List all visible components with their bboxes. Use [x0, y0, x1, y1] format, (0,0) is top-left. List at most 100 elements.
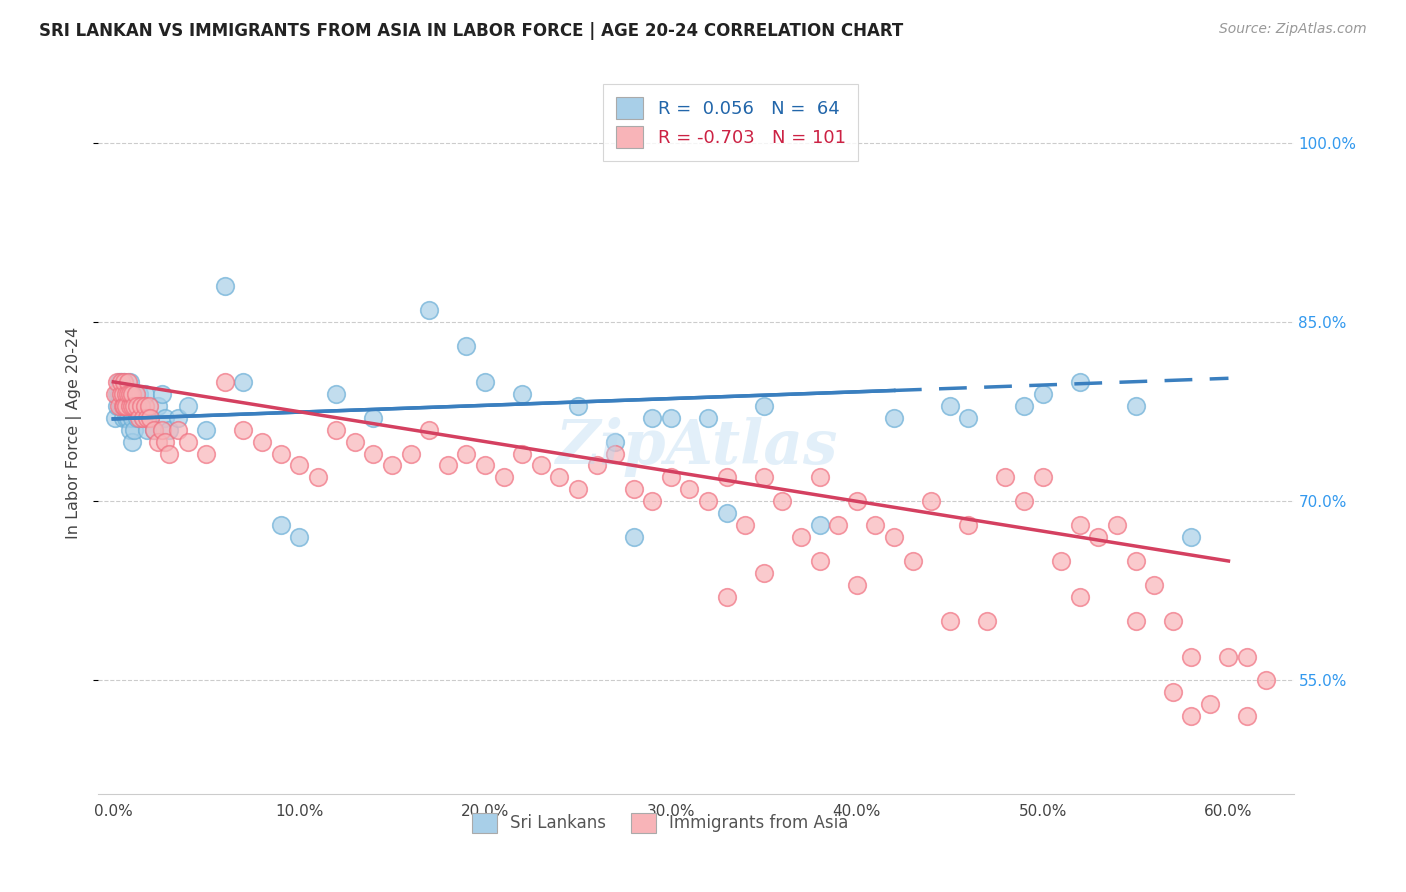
- Point: [623, 530, 645, 544]
- Point: [1125, 399, 1147, 413]
- Point: [883, 410, 905, 425]
- Point: [678, 483, 700, 497]
- Point: [132, 410, 155, 425]
- Point: [115, 386, 138, 401]
- Point: [143, 423, 166, 437]
- Point: [110, 375, 132, 389]
- Point: [117, 399, 139, 413]
- Point: [474, 375, 496, 389]
- Point: [603, 434, 626, 449]
- Point: [117, 386, 139, 401]
- Point: [134, 399, 156, 413]
- Point: [110, 375, 132, 389]
- Point: [659, 470, 682, 484]
- Point: [138, 399, 160, 413]
- Point: [530, 458, 553, 473]
- Point: [270, 518, 292, 533]
- Point: [115, 399, 138, 413]
- Point: [108, 386, 131, 401]
- Point: [288, 458, 311, 473]
- Point: [232, 375, 254, 389]
- Point: [104, 386, 127, 401]
- Point: [115, 410, 138, 425]
- Point: [325, 423, 347, 437]
- Point: [456, 339, 478, 353]
- Point: [957, 410, 980, 425]
- Point: [510, 386, 533, 401]
- Point: [883, 530, 905, 544]
- Point: [110, 386, 132, 401]
- Point: [114, 375, 136, 389]
- Point: [920, 494, 942, 508]
- Point: [129, 399, 152, 413]
- Point: [901, 554, 924, 568]
- Point: [105, 386, 128, 401]
- Point: [1069, 518, 1091, 533]
- Point: [938, 614, 960, 628]
- Point: [111, 399, 134, 413]
- Point: [117, 375, 139, 389]
- Point: [155, 434, 177, 449]
- Point: [1050, 554, 1073, 568]
- Point: [128, 386, 150, 401]
- Point: [195, 446, 218, 460]
- Point: [150, 386, 173, 401]
- Point: [845, 494, 868, 508]
- Point: [790, 530, 813, 544]
- Point: [121, 386, 143, 401]
- Point: [114, 399, 136, 413]
- Point: [124, 399, 146, 413]
- Point: [603, 446, 626, 460]
- Point: [122, 386, 145, 401]
- Point: [108, 375, 131, 389]
- Point: [288, 530, 311, 544]
- Point: [150, 423, 173, 437]
- Point: [214, 375, 236, 389]
- Point: [1161, 614, 1184, 628]
- Point: [132, 410, 155, 425]
- Point: [1254, 673, 1277, 688]
- Point: [117, 410, 139, 425]
- Point: [510, 446, 533, 460]
- Point: [716, 590, 738, 604]
- Text: Source: ZipAtlas.com: Source: ZipAtlas.com: [1219, 22, 1367, 37]
- Point: [1069, 590, 1091, 604]
- Point: [957, 518, 980, 533]
- Point: [1032, 470, 1054, 484]
- Point: [250, 434, 273, 449]
- Point: [1125, 554, 1147, 568]
- Point: [585, 458, 607, 473]
- Point: [697, 494, 720, 508]
- Point: [1012, 494, 1035, 508]
- Point: [548, 470, 571, 484]
- Point: [146, 434, 169, 449]
- Point: [134, 386, 156, 401]
- Point: [110, 399, 132, 413]
- Point: [1180, 530, 1202, 544]
- Point: [111, 386, 134, 401]
- Point: [118, 399, 141, 413]
- Point: [363, 446, 385, 460]
- Point: [865, 518, 887, 533]
- Point: [808, 518, 831, 533]
- Point: [456, 446, 478, 460]
- Point: [115, 386, 138, 401]
- Point: [994, 470, 1017, 484]
- Y-axis label: In Labor Force | Age 20-24: In Labor Force | Age 20-24: [66, 326, 83, 539]
- Point: [135, 410, 157, 425]
- Point: [114, 399, 136, 413]
- Point: [697, 410, 720, 425]
- Point: [381, 458, 404, 473]
- Point: [1199, 698, 1222, 712]
- Point: [325, 386, 347, 401]
- Point: [716, 470, 738, 484]
- Point: [1012, 399, 1035, 413]
- Point: [214, 279, 236, 293]
- Point: [122, 423, 145, 437]
- Text: SRI LANKAN VS IMMIGRANTS FROM ASIA IN LABOR FORCE | AGE 20-24 CORRELATION CHART: SRI LANKAN VS IMMIGRANTS FROM ASIA IN LA…: [39, 22, 904, 40]
- Point: [938, 399, 960, 413]
- Point: [492, 470, 515, 484]
- Point: [752, 399, 775, 413]
- Point: [770, 494, 793, 508]
- Point: [399, 446, 422, 460]
